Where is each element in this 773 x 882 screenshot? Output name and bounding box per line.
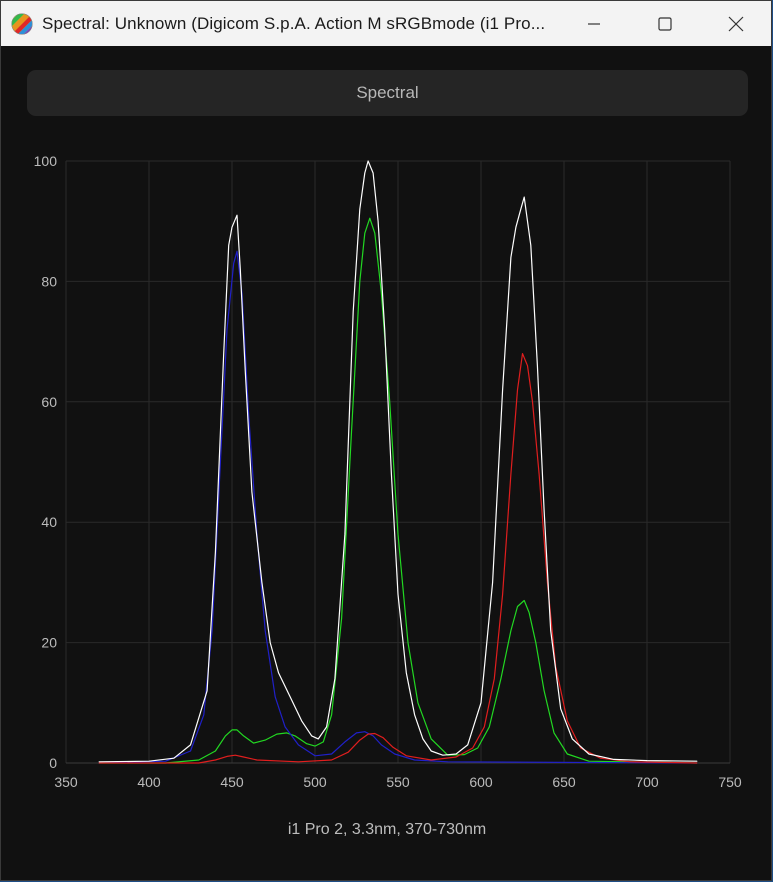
title-bar[interactable]: Spectral: Unknown (Digicom S.p.A. Action… <box>1 1 771 46</box>
series-line-2 <box>98 250 698 764</box>
x-tick-label: 650 <box>552 774 576 790</box>
close-icon <box>728 16 743 31</box>
minimize-icon <box>587 22 600 25</box>
y-tick-label: 100 <box>34 153 58 169</box>
maximize-icon <box>657 16 672 31</box>
y-tick-label: 80 <box>41 273 57 289</box>
window-controls <box>558 1 771 46</box>
series-line-0 <box>98 160 698 763</box>
maximize-button[interactable] <box>629 1 700 46</box>
tab-spectral[interactable]: Spectral <box>27 70 748 116</box>
x-tick-label: 450 <box>220 774 244 790</box>
close-button[interactable] <box>700 1 771 46</box>
x-tick-label: 550 <box>386 774 410 790</box>
x-tick-label: 700 <box>635 774 659 790</box>
y-tick-label: 0 <box>49 755 57 771</box>
instrument-caption: i1 Pro 2, 3.3nm, 370-730nm <box>287 821 487 838</box>
minimize-button[interactable] <box>558 1 629 46</box>
x-tick-label: 500 <box>303 774 327 790</box>
x-tick-label: 350 <box>54 774 78 790</box>
y-tick-label: 60 <box>41 394 57 410</box>
series-line-1 <box>98 217 698 764</box>
y-tick-label: 40 <box>41 514 57 530</box>
app-icon <box>11 12 33 35</box>
window-title: Spectral: Unknown (Digicom S.p.A. Action… <box>42 13 546 33</box>
x-tick-label: 750 <box>718 774 742 790</box>
spectral-chart: 350 400 450 500 550 600 650 700 750 0 20 40 60 80 100 <box>34 153 742 790</box>
x-tick-label: 600 <box>469 774 493 790</box>
x-tick-label: 400 <box>137 774 161 790</box>
y-tick-label: 20 <box>41 635 57 651</box>
